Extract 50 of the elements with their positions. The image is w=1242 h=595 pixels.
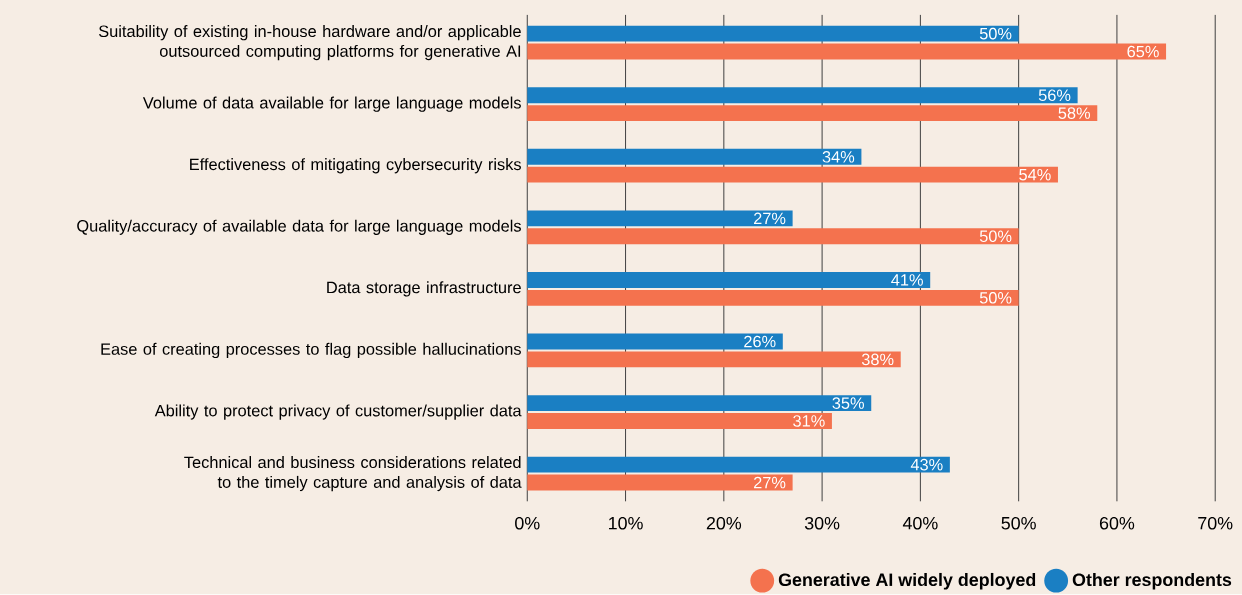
bar bbox=[527, 333, 783, 350]
y-tick-label: Ability to protect privacy of customer/supplier data bbox=[154, 404, 522, 420]
bar bbox=[527, 25, 1019, 42]
data-label: 34% bbox=[822, 151, 855, 163]
bar bbox=[527, 210, 793, 227]
data-label: 58% bbox=[1058, 107, 1091, 120]
legend-label: Generative AI widely deployed bbox=[778, 573, 1036, 590]
data-label: 50% bbox=[979, 28, 1012, 40]
x-tick-label: 60% bbox=[1099, 517, 1135, 530]
bar bbox=[527, 351, 901, 368]
y-tick-label: Ease of creating processes to flag possible hallucinations bbox=[101, 343, 521, 359]
y-tick-label: Data storage infrastructure bbox=[327, 281, 521, 297]
data-label: 38% bbox=[861, 353, 894, 366]
x-tick-label: 10% bbox=[609, 517, 643, 530]
bar bbox=[527, 228, 1019, 245]
data-label: 65% bbox=[1127, 45, 1159, 58]
data-label: 35% bbox=[832, 397, 864, 410]
bar bbox=[527, 43, 1167, 60]
x-tick-label: 70% bbox=[1198, 517, 1233, 530]
y-tick-label: Technical and business considerations related to the timely capture and analysis of data bbox=[184, 456, 522, 492]
bar bbox=[527, 413, 832, 430]
y-tick-label: Effectiveness of mitigating cybersecurity risks bbox=[190, 158, 521, 174]
x-tick-label: 30% bbox=[804, 517, 840, 530]
y-tick-label: Volume of data available for large language models bbox=[142, 96, 521, 112]
bar bbox=[527, 166, 1058, 183]
data-label: 54% bbox=[1019, 169, 1051, 181]
data-label: 56% bbox=[1038, 89, 1071, 102]
data-label: 27% bbox=[754, 212, 786, 225]
data-label: 26% bbox=[744, 335, 776, 348]
bar bbox=[527, 474, 793, 491]
x-tick-label: 50% bbox=[1001, 517, 1036, 530]
data-label: 50% bbox=[979, 230, 1012, 243]
x-tick-label: 20% bbox=[706, 517, 742, 530]
bar bbox=[527, 290, 1019, 306]
bar bbox=[527, 105, 1098, 122]
bar bbox=[527, 149, 862, 165]
bar bbox=[527, 395, 872, 412]
data-label: 43% bbox=[910, 459, 943, 471]
legend-label: Other respondents bbox=[1072, 573, 1232, 590]
bar bbox=[527, 456, 950, 473]
y-tick-label: Suitability of existing in-house hardware and/or applicable outsourced computing platforms for generative AI bbox=[99, 25, 521, 61]
x-tick-label: 40% bbox=[902, 517, 938, 530]
x-tick-label: 0% bbox=[515, 517, 540, 530]
bar bbox=[527, 87, 1078, 104]
y-tick-label: Quality/accuracy of available data for large language models bbox=[77, 219, 521, 236]
data-label: 27% bbox=[754, 476, 786, 489]
bar bbox=[527, 272, 931, 289]
data-label: 41% bbox=[891, 274, 923, 286]
data-label: 31% bbox=[793, 415, 825, 427]
data-label: 50% bbox=[979, 292, 1012, 304]
